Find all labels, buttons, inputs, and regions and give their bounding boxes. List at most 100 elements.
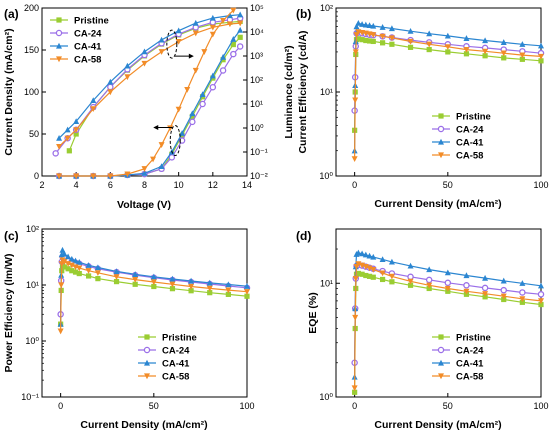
c-series-0-point <box>76 270 82 277</box>
panel-c: (c) Power Efficiency (lm/W) Current Dens… <box>3 224 255 431</box>
c-series-0-point <box>207 290 213 296</box>
b-series-0-point <box>355 36 361 42</box>
d-series-3-point <box>407 278 414 285</box>
c-legend-marker <box>144 373 150 380</box>
b-series-0-point <box>359 37 365 43</box>
panel-c-ylabel: Power Efficiency (lm/W) <box>3 253 15 372</box>
b-series-2-point <box>370 22 377 29</box>
a-lv-3-point <box>220 17 227 24</box>
a-jv-3-point <box>124 74 131 81</box>
a-lv-3-point <box>209 31 216 38</box>
b-series-3-point <box>352 49 359 56</box>
c-series-2-point <box>76 259 83 265</box>
panel-a-plot: 2 4 6 8 10 12 14 0 50 100 150 200 10⁻² 10⁻¹ 10⁰ 10¹ 10² 1… <box>24 3 268 190</box>
d-legend-marker <box>438 359 444 366</box>
c-series-0-point <box>95 276 101 282</box>
d-series-1-point <box>500 286 507 294</box>
a-lv-1-point <box>178 137 186 144</box>
c-legend-marker <box>144 334 150 340</box>
b-ytick-label: 10² <box>320 3 333 13</box>
d-series-1-point <box>463 282 470 289</box>
b-series-3-point <box>463 46 470 53</box>
d-series-0-point <box>407 282 414 288</box>
d-series-2-point <box>463 272 470 279</box>
d-series-2-point <box>519 280 526 286</box>
a-jv-3-point <box>237 20 244 27</box>
d-series-1-point <box>407 273 414 281</box>
panel-d-plot: 0 50 100 10⁰ 10¹ Pristine CA-24 CA-41 CA-58 <box>319 228 549 411</box>
b-series-2-point <box>426 30 433 37</box>
d-series-0-point <box>519 299 525 305</box>
c-series-2-point <box>188 277 195 284</box>
b-series-3-point <box>352 97 359 104</box>
a-jv-2-point <box>141 48 148 55</box>
b-series-2-point <box>482 37 489 44</box>
a-lv-0-point <box>189 113 195 120</box>
a-y2tick-label: 10³ <box>250 51 263 61</box>
a-jv-2-point <box>209 14 216 21</box>
a-lv-2-point <box>237 26 244 33</box>
a-lv-2-point <box>158 163 165 170</box>
c-xtick-label: 50 <box>149 401 159 411</box>
b-series-0-point <box>389 41 395 47</box>
a-lv-1-line <box>59 45 241 177</box>
a-lv-3-point <box>150 156 157 163</box>
c-series-2-point <box>59 246 66 253</box>
b-series-3-point <box>444 44 451 51</box>
d-series-3-point <box>351 385 358 392</box>
a-lv-1-point <box>236 43 244 50</box>
a-y2tick-label: 10⁴ <box>250 27 264 37</box>
a-jv-2-point <box>175 27 182 34</box>
b-legend-label: CA-24 <box>456 125 484 136</box>
panel-b-plot: 0 50 100 10⁰ 10¹ 10² Pristine CA-24 CA-41 CA-58 <box>319 3 548 190</box>
a-ytick-label: 0 <box>34 171 39 181</box>
c-legend-marker <box>143 346 151 354</box>
panel-a-xlabel: Voltage (V) <box>117 199 171 211</box>
a-y2tick-label: 10⁻¹ <box>250 147 268 157</box>
a-lv-1-point <box>219 67 227 74</box>
c-xtick-label: 100 <box>239 401 254 411</box>
d-series-2-point <box>370 253 377 260</box>
c-series-3-point <box>57 328 64 335</box>
a-xtick-label: 12 <box>208 180 218 190</box>
b-series-2-point <box>407 27 414 34</box>
a-jv-3-point <box>158 49 165 55</box>
a-jv-3-point <box>141 60 148 67</box>
a-jv-2-point <box>158 36 165 43</box>
a-jv-3-point <box>64 135 71 142</box>
a-jv-2-point <box>226 12 233 19</box>
b-xtick-label: 50 <box>443 180 453 190</box>
d-series-3-point <box>352 275 359 282</box>
b-legend-label: Pristine <box>456 112 491 123</box>
c-series-2-point <box>169 275 176 282</box>
a-legend-marker <box>56 17 62 23</box>
b-legend-marker <box>438 138 444 145</box>
d-xtick-label: 100 <box>533 401 548 411</box>
d-series-0-point <box>501 296 507 303</box>
d-series-3-point <box>500 293 507 300</box>
b-series-0-point <box>501 55 507 61</box>
a-y2tick-label: 10⁻² <box>250 171 268 181</box>
a-lv-3-point <box>107 173 114 180</box>
c-legend-label: CA-41 <box>162 359 190 370</box>
a-legend-label: CA-58 <box>74 55 101 66</box>
a-jv-0-point <box>73 131 79 137</box>
c-series-2-point <box>244 283 250 289</box>
a-jv-3-point <box>90 106 97 112</box>
a-lv-2-point <box>220 53 227 60</box>
c-ytick-label: 10⁰ <box>25 336 39 346</box>
c-series-2-point <box>65 253 72 260</box>
a-lv-0-point <box>230 41 236 48</box>
a-lv-1-point <box>209 83 217 91</box>
a-xtick-label: 4 <box>74 180 79 190</box>
c-series-2-point <box>85 262 92 268</box>
a-lv-3-point <box>230 7 237 14</box>
c-series-0-point <box>244 293 250 299</box>
b-series-0-point <box>379 40 386 46</box>
d-series-2-point <box>366 252 373 259</box>
a-jv-3-point <box>56 144 63 150</box>
panel-a-label: (a) <box>4 7 19 21</box>
c-series-0-point <box>225 291 231 297</box>
a-y2tick-label: 10¹ <box>250 99 263 109</box>
c-series-3-point <box>132 276 139 283</box>
